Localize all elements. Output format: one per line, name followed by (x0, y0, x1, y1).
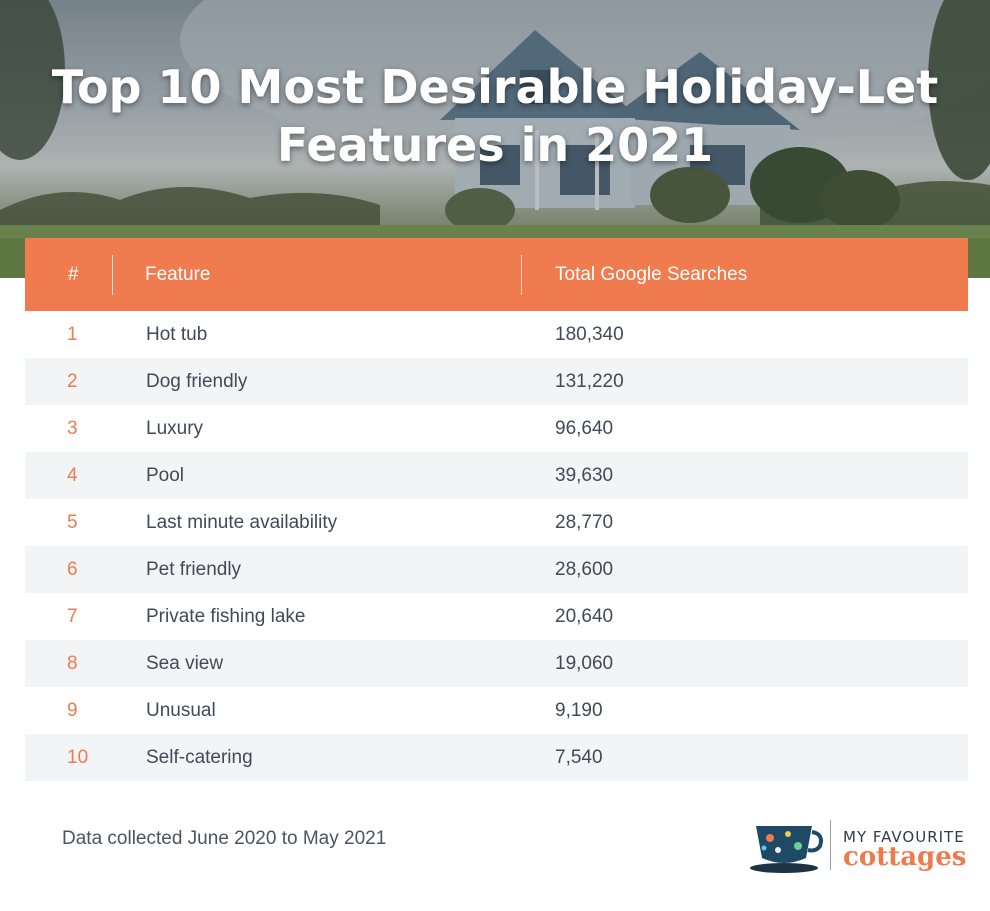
rank-cell: 3 (67, 418, 78, 439)
logo-text-top: MY FAVOURITE (843, 828, 965, 846)
title-line-1: Top 10 Most Desirable Holiday-Let (51, 60, 939, 114)
feature-cell: Hot tub (146, 324, 208, 345)
feature-cell: Private fishing lake (146, 606, 306, 627)
searches-cell: 180,340 (555, 324, 624, 345)
rank-cell: 8 (67, 653, 78, 674)
feature-cell: Last minute availability (146, 512, 338, 533)
rank-cell: 7 (67, 606, 78, 627)
table-row: 6 Pet friendly 28,600 (25, 546, 968, 593)
column-header-rank: # (68, 264, 79, 285)
table-header: # Feature Total Google Searches (25, 238, 968, 311)
table-row: 4 Pool 39,630 (25, 452, 968, 499)
table-row: 7 Private fishing lake 20,640 (25, 593, 968, 640)
page-title: Top 10 Most Desirable Holiday-Let Featur… (0, 58, 990, 174)
rank-cell: 2 (67, 371, 78, 392)
column-header-searches: Total Google Searches (555, 264, 748, 285)
rank-cell: 6 (67, 559, 78, 580)
searches-cell: 20,640 (555, 606, 614, 627)
feature-cell: Sea view (146, 653, 224, 674)
feature-cell: Self-catering (146, 747, 253, 768)
feature-cell: Pool (146, 465, 185, 486)
logo-text-bottom: cottages (843, 842, 967, 872)
features-table: # Feature Total Google Searches 1 Hot tu… (25, 238, 968, 781)
hero-banner: Top 10 Most Desirable Holiday-Let Featur… (0, 0, 990, 278)
table-row: 2 Dog friendly 131,220 (25, 358, 968, 405)
rank-cell: 10 (67, 747, 89, 768)
rank-cell: 1 (67, 324, 78, 345)
searches-cell: 28,770 (555, 512, 614, 533)
searches-cell: 7,540 (555, 747, 603, 768)
table-row: 3 Luxury 96,640 (25, 405, 968, 452)
searches-cell: 96,640 (555, 418, 614, 439)
logo-divider (830, 820, 831, 870)
data-source-note: Data collected June 2020 to May 2021 (62, 828, 387, 849)
title-line-2: Features in 2021 (276, 118, 714, 172)
brand-logo: MY FAVOURITE cottages (748, 818, 968, 878)
header-divider (112, 255, 113, 295)
feature-cell: Dog friendly (146, 371, 248, 392)
column-header-feature: Feature (145, 264, 211, 285)
searches-cell: 131,220 (555, 371, 624, 392)
rank-cell: 9 (67, 700, 78, 721)
teacup-icon (750, 826, 823, 873)
feature-cell: Unusual (146, 700, 216, 721)
feature-cell: Luxury (146, 418, 204, 439)
header-divider (521, 255, 522, 295)
searches-cell: 39,630 (555, 465, 614, 486)
feature-cell: Pet friendly (146, 559, 242, 580)
rank-cell: 5 (67, 512, 78, 533)
table-row: 10 Self-catering 7,540 (25, 734, 968, 781)
table-row: 1 Hot tub 180,340 (25, 311, 968, 358)
rank-cell: 4 (67, 465, 78, 486)
searches-cell: 28,600 (555, 559, 614, 580)
searches-cell: 9,190 (555, 700, 603, 721)
table-row: 8 Sea view 19,060 (25, 640, 968, 687)
table-row: 9 Unusual 9,190 (25, 687, 968, 734)
table-row: 5 Last minute availability 28,770 (25, 499, 968, 546)
searches-cell: 19,060 (555, 653, 614, 674)
